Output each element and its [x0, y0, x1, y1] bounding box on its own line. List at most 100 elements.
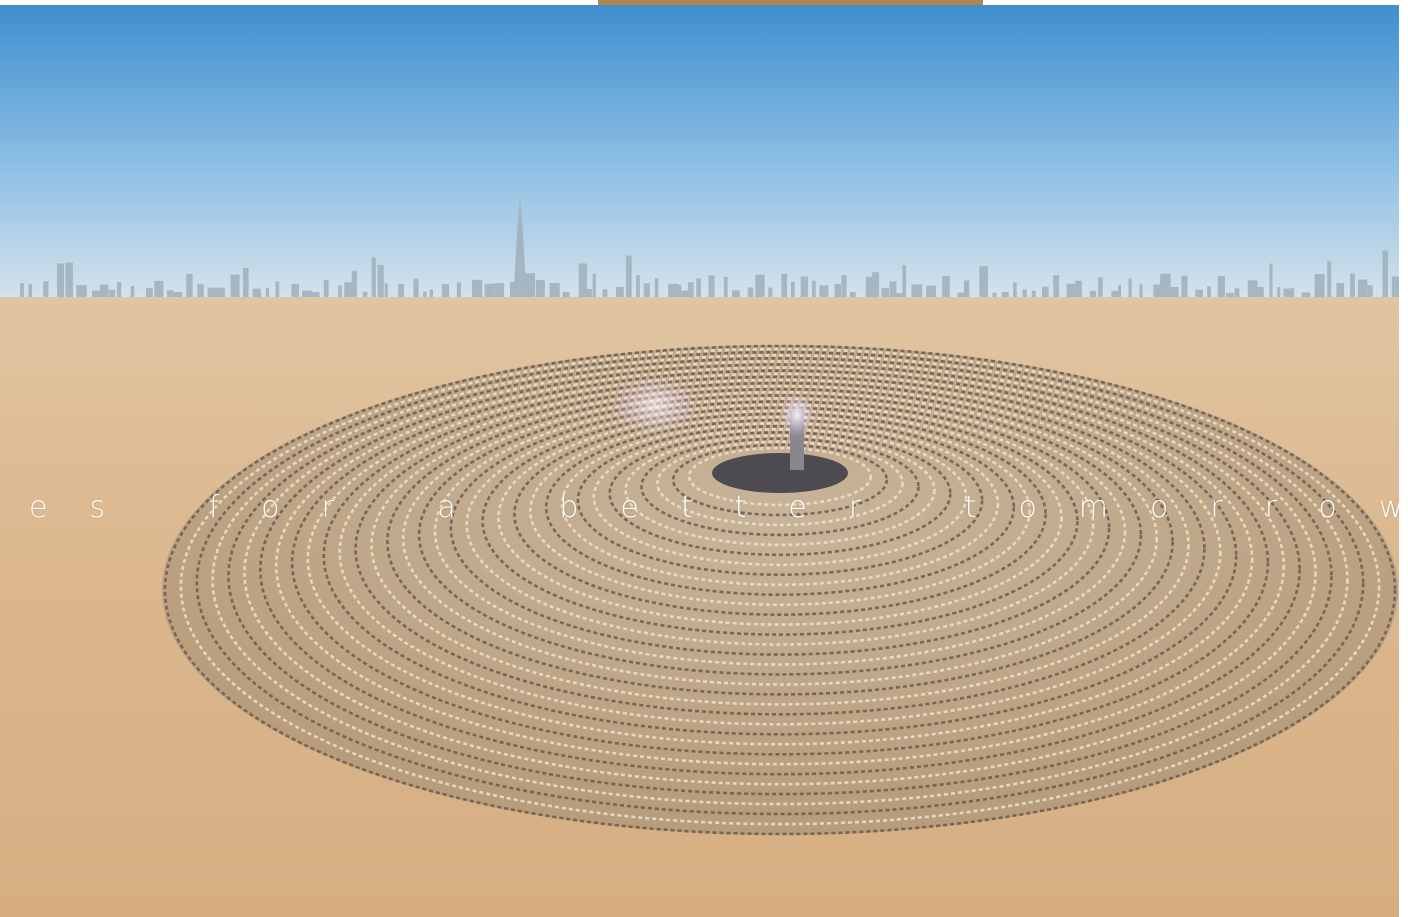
building	[1254, 287, 1264, 301]
building	[747, 287, 754, 301]
hero-tagline: es for a better tomorrow	[29, 490, 1399, 525]
building	[494, 283, 505, 301]
building	[1128, 278, 1132, 301]
building	[1098, 277, 1103, 301]
building	[902, 265, 907, 301]
building	[117, 282, 122, 301]
heliostat-ring	[465, 403, 1095, 646]
building	[197, 284, 204, 301]
building	[1160, 273, 1171, 301]
heliostat-ring	[608, 431, 952, 557]
building	[942, 276, 950, 301]
building	[1357, 279, 1368, 301]
building	[310, 291, 320, 301]
heliostat-ring	[592, 428, 968, 567]
building	[130, 286, 135, 301]
building	[166, 290, 174, 301]
building	[926, 285, 936, 301]
building	[1283, 288, 1292, 301]
building	[1314, 274, 1325, 301]
building	[1350, 273, 1355, 301]
building	[963, 280, 970, 301]
building	[398, 284, 404, 301]
tower-glow	[779, 393, 815, 437]
building	[992, 292, 997, 301]
building	[790, 281, 795, 301]
building	[1118, 285, 1121, 301]
building	[849, 292, 856, 301]
building	[323, 279, 329, 301]
heliostat-ring	[211, 354, 1349, 806]
building	[1013, 282, 1017, 301]
building	[20, 283, 24, 301]
building	[681, 290, 692, 301]
building	[687, 282, 694, 301]
building	[146, 288, 153, 301]
building	[1053, 275, 1060, 301]
building	[781, 273, 788, 301]
building	[841, 275, 847, 301]
building	[708, 275, 715, 301]
hero-banner: es for a better tomorrow	[0, 5, 1399, 917]
building	[535, 280, 545, 301]
building	[957, 292, 966, 301]
building	[1075, 280, 1082, 301]
building	[625, 255, 632, 301]
building	[675, 284, 682, 301]
building	[562, 292, 570, 301]
building	[812, 280, 816, 301]
building	[1391, 276, 1399, 301]
building	[1226, 292, 1234, 301]
heliostat-ring	[243, 360, 1317, 786]
building	[1269, 263, 1273, 301]
building	[76, 285, 87, 301]
building	[1089, 290, 1097, 301]
heliostat-ring	[290, 369, 1270, 756]
heliostat-ring	[401, 391, 1159, 686]
building	[371, 257, 376, 301]
building	[865, 276, 873, 301]
hero-image	[0, 5, 1399, 917]
heliostat-ring	[560, 421, 1000, 587]
heliostat-ring	[306, 372, 1254, 746]
heliostat-ring	[179, 347, 1381, 826]
building	[377, 264, 384, 301]
building	[429, 289, 433, 301]
building	[362, 291, 368, 301]
building	[889, 281, 897, 301]
building	[768, 287, 773, 301]
building	[1066, 283, 1076, 301]
building	[344, 282, 354, 301]
building	[1153, 284, 1163, 301]
building	[1290, 287, 1295, 301]
nav-tab[interactable]	[598, 0, 983, 5]
building	[384, 283, 388, 301]
building	[291, 283, 300, 301]
building	[230, 274, 240, 301]
building	[265, 287, 269, 301]
building	[979, 266, 988, 301]
building	[484, 283, 495, 301]
building	[872, 272, 880, 301]
building	[819, 285, 829, 301]
heliostat-ring	[640, 437, 920, 537]
building	[423, 291, 427, 301]
heliostat-ring	[417, 394, 1143, 676]
building	[302, 290, 313, 301]
heliostat-ring	[195, 350, 1365, 816]
building	[1234, 288, 1240, 301]
building	[57, 263, 64, 301]
building	[615, 286, 624, 301]
heliostat-ring	[671, 443, 889, 517]
building	[1217, 275, 1225, 301]
building	[578, 263, 588, 301]
building	[1139, 284, 1143, 301]
building	[1022, 289, 1027, 301]
heliostat-ring	[322, 375, 1238, 736]
building	[1111, 290, 1121, 301]
building	[1181, 275, 1188, 301]
building	[1277, 287, 1281, 301]
building	[28, 284, 32, 301]
building	[243, 268, 249, 301]
building	[338, 285, 342, 301]
